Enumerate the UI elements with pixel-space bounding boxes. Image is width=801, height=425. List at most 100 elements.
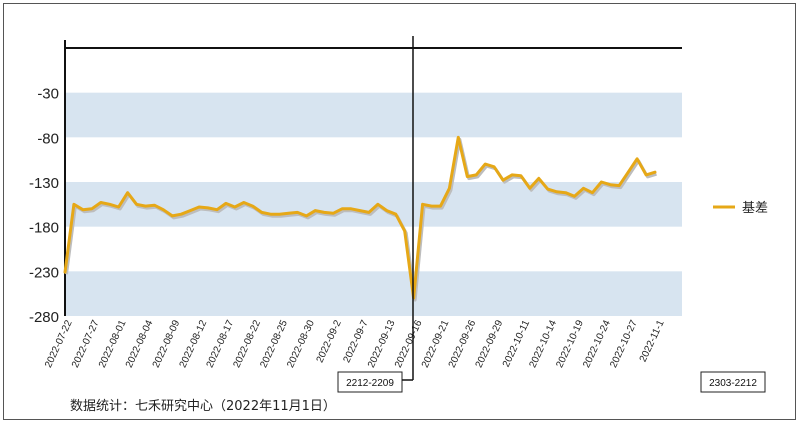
data-point (117, 205, 120, 209)
x-tick-label-10: 2022-09-2 (315, 318, 344, 364)
x-tick-label-13: 2022-09-16 (393, 318, 425, 369)
data-point (260, 211, 263, 214)
data-point (537, 177, 540, 180)
x-tick-label-6: 2022-08-17 (205, 318, 237, 369)
data-point (582, 187, 585, 190)
y-tick-label-4: -230 (29, 264, 59, 281)
data-point (394, 212, 397, 216)
y-tick-label-5: -280 (29, 309, 59, 326)
data-point (331, 212, 335, 215)
data-point (600, 180, 603, 184)
data-point (573, 195, 576, 198)
x-tick-label-4: 2022-08-09 (151, 318, 183, 369)
data-point (457, 136, 460, 139)
data-point (188, 209, 192, 212)
annotations: 2212-2209 2303-2212 (337, 36, 766, 393)
data-point (215, 208, 219, 211)
data-point (197, 205, 201, 209)
band-1 (65, 182, 682, 227)
x-tick-label-5: 2022-08-12 (178, 318, 210, 369)
x-tick-label-16: 2022-09-29 (474, 318, 506, 369)
data-point (126, 191, 129, 194)
data-point (448, 187, 451, 190)
x-tick-label-3: 2022-08-04 (124, 318, 156, 369)
x-tick-label-18: 2022-10-14 (527, 318, 559, 369)
data-point (233, 205, 237, 209)
data-point (644, 173, 648, 177)
data-point (144, 204, 147, 208)
annotation-label-2303-2212: 2303-2212 (709, 378, 757, 389)
data-point (99, 201, 102, 204)
data-point (296, 211, 299, 214)
x-tick-label-7: 2022-08-22 (231, 318, 263, 369)
data-point (90, 207, 94, 210)
data-point (305, 214, 308, 218)
data-point (376, 203, 380, 206)
data-point (528, 187, 532, 190)
data-point (439, 204, 442, 208)
band-0 (65, 92, 682, 138)
data-point (180, 212, 183, 216)
data-point (591, 191, 594, 194)
data-point (72, 203, 76, 206)
y-tick-label-2: -130 (29, 175, 59, 192)
data-point (251, 204, 254, 208)
data-point (421, 203, 424, 206)
x-tick-label-19: 2022-10-19 (554, 318, 586, 369)
data-point (555, 190, 558, 194)
x-tick-label-22: 2022-11-1 (638, 318, 667, 364)
data-point (63, 271, 67, 274)
data-point (314, 209, 317, 212)
y-tick-label-0: -30 (37, 86, 59, 103)
x-tick-label-1: 2022-07-27 (70, 318, 102, 369)
y-tick-label-3: -180 (29, 220, 59, 237)
data-point (618, 184, 621, 187)
data-point (349, 207, 353, 210)
x-axis: 2022-07-222022-07-272022-08-012022-08-04… (43, 318, 667, 369)
annotation-label-2212-2209: 2212-2209 (346, 378, 394, 389)
x-tick-label-8: 2022-08-25 (258, 318, 290, 369)
x-tick-label-9: 2022-08-30 (285, 318, 317, 369)
data-point (501, 179, 505, 182)
data-point (510, 173, 514, 177)
data-point (171, 214, 174, 218)
x-tick-label-2: 2022-08-01 (97, 318, 129, 369)
background-bands (65, 92, 682, 316)
data-point (287, 212, 290, 215)
data-point (153, 204, 156, 207)
x-tick-label-15: 2022-09-26 (447, 318, 479, 369)
x-tick-label-21: 2022-10-27 (608, 318, 640, 369)
data-point (430, 204, 433, 208)
annotation-box-2212-2209 (337, 371, 403, 393)
data-point (564, 191, 567, 194)
data-point (108, 203, 111, 206)
data-point (242, 201, 245, 204)
data-point (492, 165, 496, 169)
data-point (367, 211, 371, 214)
data-point (609, 183, 612, 186)
data-point (483, 162, 487, 166)
data-point (135, 203, 138, 206)
data-point (206, 206, 210, 210)
data-point (475, 173, 478, 177)
series-layer (63, 135, 657, 302)
data-point (466, 175, 469, 178)
x-tick-label-17: 2022-10-11 (501, 318, 532, 369)
data-point (81, 208, 85, 211)
x-tick-label-11: 2022-09-7 (341, 318, 370, 364)
data-point (626, 170, 630, 174)
footer-source: 数据统计：七禾研究中心（2022年11月1日） (70, 399, 336, 414)
data-point (224, 202, 228, 205)
data-point (519, 174, 523, 177)
data-point (323, 211, 326, 214)
data-point (340, 207, 344, 210)
band-2 (65, 271, 682, 316)
data-point (635, 157, 639, 160)
data-point (278, 212, 281, 216)
data-point (403, 229, 406, 233)
data-point (269, 212, 272, 216)
legend-label-basis: 基差 (742, 201, 768, 216)
data-point (385, 209, 389, 212)
data-point (653, 170, 657, 174)
